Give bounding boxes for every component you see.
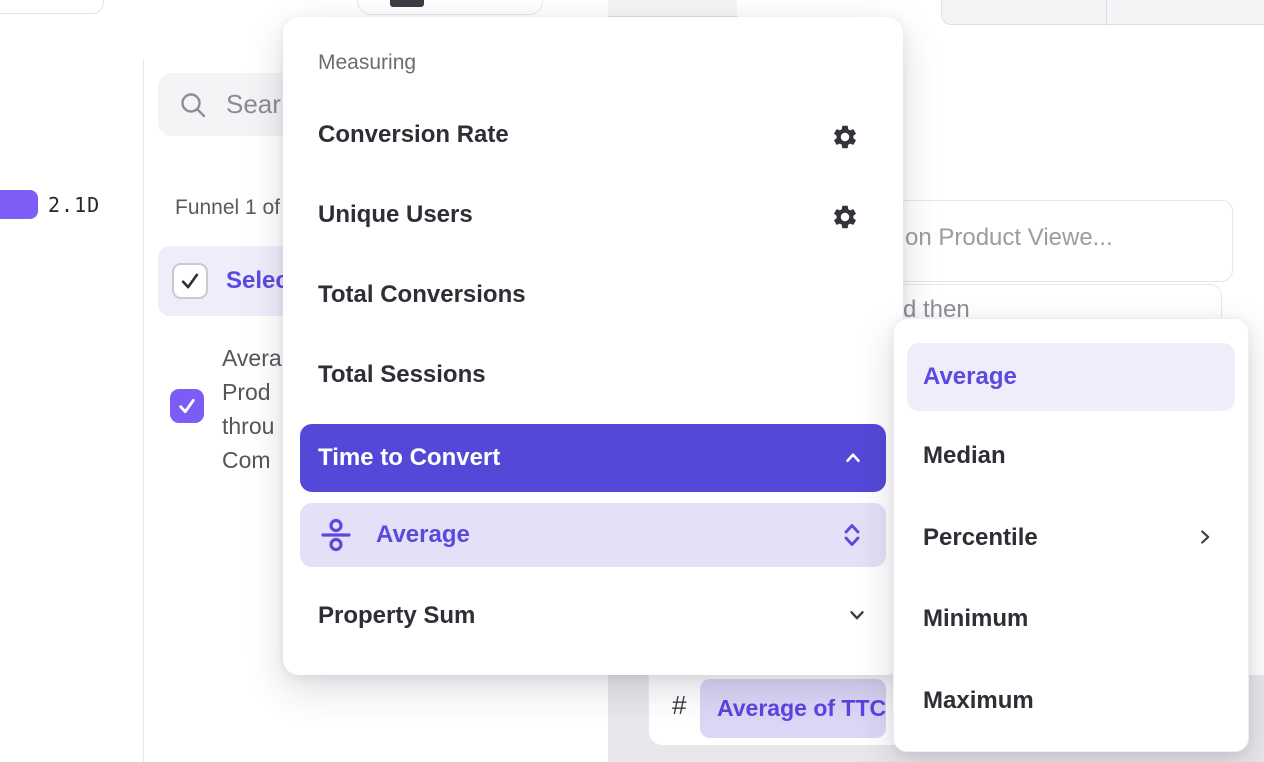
measuring-menu: Measuring Conversion Rate Unique Users T… xyxy=(283,17,903,675)
menu-item-conversion-rate[interactable]: Conversion Rate xyxy=(318,121,509,148)
aggregation-selector-row[interactable]: Average xyxy=(300,503,886,567)
search-icon xyxy=(181,92,206,117)
stepper-chevrons-icon xyxy=(844,524,860,546)
funnel-bar-segment xyxy=(0,190,38,219)
metric-selector-label: Average of TTC xyxy=(717,695,887,721)
chevron-down-icon[interactable] xyxy=(846,604,868,626)
aggregation-selected-label: Average xyxy=(376,521,470,548)
funnel-bar-value: 2.1D xyxy=(48,193,101,217)
aggregation-item-maximum[interactable]: Maximum xyxy=(923,687,1034,714)
time-to-convert-label: Time to Convert xyxy=(318,444,501,471)
checkmark-icon xyxy=(181,273,199,289)
tab-divider xyxy=(1106,0,1107,25)
aggregation-item-median[interactable]: Median xyxy=(923,442,1006,469)
panel-divider xyxy=(143,59,144,762)
aggregation-item-average[interactable]: Average xyxy=(907,343,1235,411)
menu-item-total-conversions[interactable]: Total Conversions xyxy=(318,281,526,308)
gear-icon xyxy=(834,125,856,149)
step-checkbox[interactable] xyxy=(172,263,208,299)
event-step-text: on Product Viewe... xyxy=(905,224,1113,251)
gear-icon xyxy=(834,205,856,229)
gear-button[interactable] xyxy=(831,123,859,151)
numeric-type-symbol: # xyxy=(672,690,687,720)
chart-type-icon xyxy=(390,0,424,7)
aggregation-menu: Average Median Percentile Minimum Maximu… xyxy=(893,318,1249,752)
aggregation-item-minimum[interactable]: Minimum xyxy=(923,605,1029,632)
chevron-up-icon xyxy=(846,453,860,463)
event-checkbox[interactable] xyxy=(170,389,204,423)
event-description: Avera Prod throu Com xyxy=(222,345,282,473)
checkmark-icon xyxy=(179,398,195,414)
top-right-tabs[interactable] xyxy=(941,0,1264,25)
average-divide-icon xyxy=(321,518,351,552)
funnel-step-label: Funnel 1 of xyxy=(175,196,281,219)
top-toolbar-segment xyxy=(608,0,737,17)
chart-type-button[interactable] xyxy=(357,0,543,15)
aggregation-average-label: Average xyxy=(923,363,1017,390)
step-label: Selec xyxy=(226,267,289,294)
menu-item-time-to-convert[interactable]: Time to Convert xyxy=(300,424,886,492)
measuring-menu-header: Measuring xyxy=(318,51,417,74)
menu-item-unique-users[interactable]: Unique Users xyxy=(318,201,473,228)
metric-selector-button[interactable]: Average of TTC xyxy=(700,679,886,738)
chevron-right-icon xyxy=(1194,526,1216,548)
search-placeholder: Sear xyxy=(226,89,281,119)
menu-item-property-sum[interactable]: Property Sum xyxy=(318,602,476,629)
menu-item-total-sessions[interactable]: Total Sessions xyxy=(318,361,486,388)
gear-button[interactable] xyxy=(831,203,859,231)
top-left-card xyxy=(0,0,104,14)
aggregation-item-percentile[interactable]: Percentile xyxy=(923,524,1038,551)
